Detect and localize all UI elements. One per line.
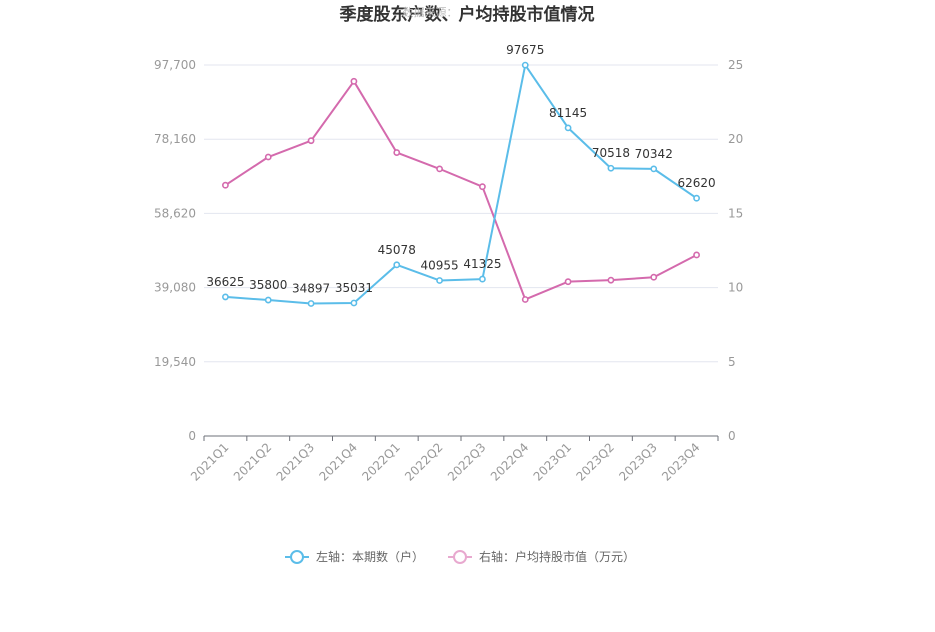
left-tick-label: 19,540 bbox=[154, 355, 196, 369]
legend-item-1[interactable]: 右轴：户均持股市值（万元） bbox=[448, 549, 635, 564]
series-line-1 bbox=[224, 80, 698, 301]
left-tick-label: 78,160 bbox=[154, 132, 196, 146]
legend-swatch-marker bbox=[290, 550, 304, 564]
x-tick-label: 2022Q2 bbox=[402, 440, 446, 484]
series-line-0 bbox=[225, 64, 698, 305]
data-point bbox=[521, 296, 529, 303]
data-label: 36625 bbox=[206, 275, 244, 289]
data-point bbox=[693, 251, 700, 259]
data-label: 34897 bbox=[292, 281, 330, 295]
legend-label: 左轴：本期数（户） bbox=[316, 549, 424, 564]
data-point bbox=[222, 181, 229, 189]
left-tick-label: 58,620 bbox=[154, 206, 196, 220]
data-point bbox=[479, 275, 486, 283]
x-tick-label: 2021Q2 bbox=[231, 440, 275, 484]
x-tick-label: 2023Q4 bbox=[659, 440, 703, 484]
right-tick-label: 15 bbox=[728, 206, 743, 220]
legend[interactable]: 左轴：本期数（户） 右轴：户均持股市值（万元） bbox=[285, 549, 635, 564]
data-label: 41325 bbox=[463, 257, 501, 271]
data-label: 35800 bbox=[249, 278, 287, 292]
data-point bbox=[436, 277, 443, 284]
right-tick-label: 20 bbox=[728, 132, 743, 146]
data-point bbox=[264, 153, 272, 161]
data-point bbox=[650, 165, 658, 173]
x-tick-label: 2021Q1 bbox=[188, 440, 232, 484]
data-point bbox=[393, 261, 401, 269]
data-label: 70518 bbox=[592, 146, 630, 160]
legend-item-0[interactable]: 左轴：本期数（户） bbox=[285, 549, 424, 564]
data-label: 97675 bbox=[506, 43, 544, 57]
data-point bbox=[264, 296, 272, 304]
data-point bbox=[693, 194, 700, 202]
left-tick-label: 0 bbox=[188, 429, 196, 443]
data-point bbox=[650, 273, 658, 281]
data-label: 45078 bbox=[378, 243, 416, 257]
x-tick-label: 2022Q4 bbox=[488, 440, 532, 484]
chart-title: 季度股东户数、户均持股市值情况 bbox=[340, 4, 595, 25]
data-point bbox=[521, 61, 529, 69]
data-label: 35031 bbox=[335, 281, 373, 295]
right-tick-label: 5 bbox=[728, 355, 736, 369]
data-point bbox=[607, 164, 615, 172]
gridlines bbox=[204, 64, 718, 363]
right-tick-label: 10 bbox=[728, 281, 743, 295]
left-tick-label: 97,700 bbox=[154, 58, 196, 72]
legend-swatch-marker bbox=[453, 550, 467, 564]
x-tick-label: 2023Q3 bbox=[616, 440, 660, 484]
data-point bbox=[307, 137, 315, 145]
data-point bbox=[350, 77, 358, 85]
x-axis: 2021Q1 2021Q2 2021Q3 2021Q4 2022Q1 2022Q2 2022… bbox=[188, 435, 719, 484]
data-point bbox=[564, 278, 572, 286]
data-point bbox=[393, 149, 401, 156]
legend-label: 右轴：户均持股市值（万元） bbox=[479, 549, 635, 564]
right-axis-ticks: 0 5 10 15 20 25 bbox=[728, 58, 743, 443]
data-label: 70342 bbox=[635, 147, 673, 161]
data-point bbox=[479, 183, 486, 191]
x-tick-label: 2022Q3 bbox=[445, 440, 489, 484]
x-tick-label: 2023Q2 bbox=[573, 440, 617, 484]
data-label: 40955 bbox=[420, 258, 458, 272]
right-tick-label: 0 bbox=[728, 429, 736, 443]
right-tick-label: 25 bbox=[728, 58, 743, 72]
data-point bbox=[436, 165, 443, 173]
data-point bbox=[607, 276, 615, 284]
data-point bbox=[350, 299, 358, 307]
x-tick-label: 2021Q4 bbox=[316, 440, 360, 484]
data-label: 62620 bbox=[677, 176, 715, 190]
x-tick-label: 2023Q1 bbox=[531, 440, 575, 484]
data-point bbox=[307, 300, 315, 307]
data-label: 81145 bbox=[549, 106, 587, 120]
data-point bbox=[222, 293, 229, 301]
x-tick-label: 2021Q3 bbox=[274, 440, 318, 484]
left-tick-label: 39,080 bbox=[154, 281, 196, 295]
series-layer: 36625 35800 34897 35031 45078 40955 41325 97675… bbox=[206, 43, 716, 307]
left-axis-ticks: 0 19,540 39,080 58,620 78,160 97,700 bbox=[154, 58, 196, 443]
x-tick-label: 2022Q1 bbox=[359, 440, 403, 484]
data-point bbox=[564, 124, 572, 132]
chart-watermark: 数据来源： bbox=[403, 5, 458, 19]
